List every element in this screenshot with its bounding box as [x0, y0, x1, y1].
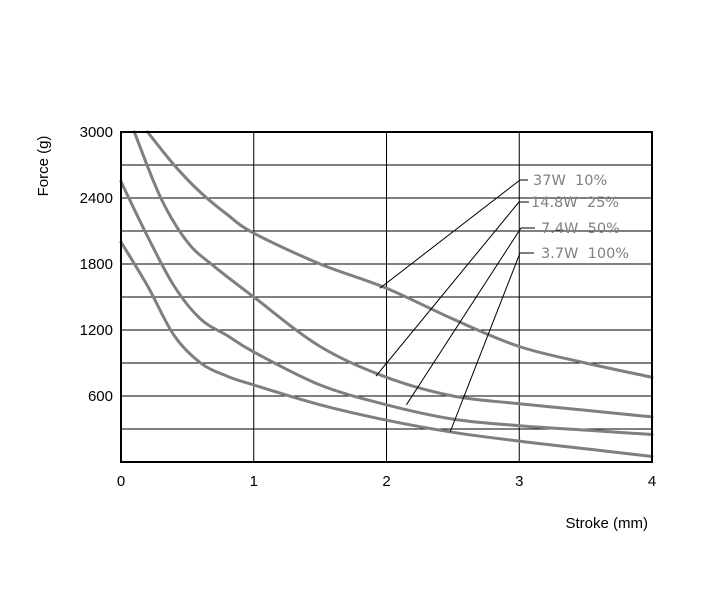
series-line-2: [119, 180, 654, 436]
y-tick-label: 600: [88, 388, 113, 405]
annotation-leaders: [375, 179, 535, 432]
series-line-3: [119, 240, 654, 458]
y-tick-label: 1200: [80, 322, 113, 339]
annotation-leader: [405, 227, 522, 406]
annotation-leader: [379, 179, 521, 289]
series-annotation-label: 3.7W 100%: [541, 246, 629, 262]
y-tick-label: 1800: [80, 256, 113, 273]
x-axis-title: Stroke (mm): [566, 515, 649, 532]
series-line-1: [132, 130, 654, 419]
y-tick-label: 2400: [80, 190, 113, 207]
x-tick-label: 2: [382, 473, 390, 490]
y-tick-labels: 3000 2400 1800 1200 600: [80, 124, 113, 405]
plot-frame: [120, 131, 653, 463]
annotation-leader: [449, 252, 521, 432]
x-tick-label: 3: [515, 473, 523, 490]
x-tick-label: 4: [648, 473, 656, 490]
y-tick-label: 3000: [80, 124, 113, 141]
series-annotation-label: 14.8W 25%: [531, 195, 619, 211]
series-line-0: [146, 130, 654, 379]
annotation-labels: 37W 10% 14.8W 25% 7.4W 50% 3.7W 100%: [531, 173, 629, 262]
x-tick-label: 0: [117, 473, 125, 490]
x-tick-label: 1: [250, 473, 258, 490]
series-annotation-label: 37W 10%: [533, 173, 607, 189]
x-tick-labels: 0 1 2 3 4: [117, 473, 656, 490]
series-lines: [119, 130, 654, 458]
y-axis-title: Force (g): [35, 136, 52, 197]
series-annotation-label: 7.4W 50%: [541, 221, 620, 237]
annotation-leader: [375, 201, 520, 377]
